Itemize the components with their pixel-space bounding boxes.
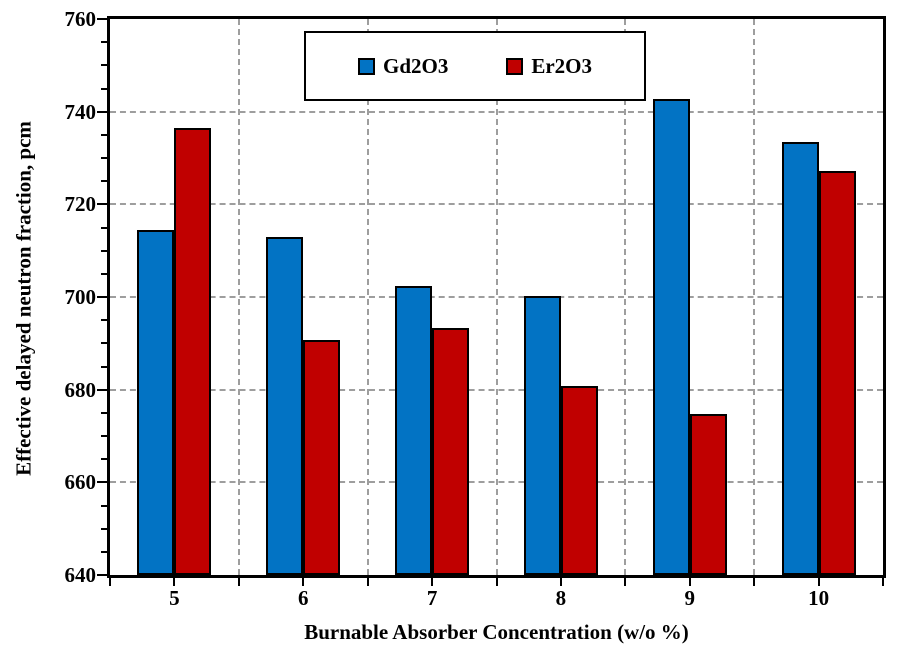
bar-gd2o3-10 bbox=[781, 142, 819, 575]
bar-gd2o3-9 bbox=[652, 99, 690, 575]
x-tick-label-6: 6 bbox=[298, 586, 309, 610]
bar-gd2o3-7 bbox=[395, 285, 433, 575]
y-minor-tick-670 bbox=[101, 435, 107, 437]
legend-label-gd2o3: Gd2O3 bbox=[382, 53, 449, 78]
bar-gd2o3-8 bbox=[523, 295, 561, 575]
x-tick-3 bbox=[302, 577, 305, 586]
x-tick-label-5: 5 bbox=[169, 586, 180, 610]
y-tick-label-760: 760 bbox=[64, 7, 97, 31]
x-tick-2 bbox=[237, 577, 240, 586]
y-major-tick-700 bbox=[97, 296, 107, 298]
bar-er2o3-8 bbox=[560, 386, 598, 575]
bar-er2o3-7 bbox=[432, 327, 470, 575]
bar-er2o3-10 bbox=[818, 170, 856, 575]
y-minor-tick-735 bbox=[101, 133, 107, 136]
gridline-x-boundary-1 bbox=[237, 19, 240, 575]
x-tick-10 bbox=[753, 577, 756, 586]
y-minor-tick-650 bbox=[101, 527, 107, 530]
x-tick-6 bbox=[495, 577, 498, 586]
x-tick-9 bbox=[688, 577, 691, 586]
bar-er2o3-9 bbox=[689, 414, 727, 575]
gd2o3-swatch-icon bbox=[357, 57, 375, 75]
y-minor-tick-730 bbox=[101, 157, 107, 159]
x-tick-11 bbox=[817, 577, 820, 586]
y-minor-tick-755 bbox=[101, 41, 107, 44]
y-tick-label-640: 640 bbox=[64, 563, 97, 587]
x-tick-label-8: 8 bbox=[555, 586, 567, 610]
y-minor-tick-745 bbox=[101, 87, 107, 90]
y-tick-label-720: 720 bbox=[64, 192, 97, 217]
y-major-tick-760 bbox=[97, 18, 107, 20]
y-minor-tick-685 bbox=[101, 365, 107, 368]
y-major-tick-740 bbox=[97, 110, 107, 113]
y-tick-label-660: 660 bbox=[64, 470, 97, 495]
bar-er2o3-6 bbox=[303, 340, 341, 575]
y-tick-label-740: 740 bbox=[64, 99, 97, 124]
x-tick-12 bbox=[882, 577, 884, 586]
bar-gd2o3-5 bbox=[137, 229, 175, 575]
gridline-x-boundary-5 bbox=[753, 19, 756, 575]
y-major-tick-660 bbox=[97, 481, 107, 484]
y-minor-tick-675 bbox=[101, 411, 107, 414]
x-tick-4 bbox=[366, 577, 369, 586]
bar-gd2o3-6 bbox=[266, 237, 304, 575]
y-minor-tick-750 bbox=[101, 64, 107, 67]
y-tick-label-680: 680 bbox=[64, 377, 97, 402]
er2o3-swatch-icon bbox=[506, 57, 524, 75]
gridline-x-boundary-2 bbox=[366, 19, 369, 575]
gridline-x-boundary-3 bbox=[495, 19, 498, 575]
y-minor-tick-710 bbox=[101, 249, 107, 252]
x-axis-title: Burnable Absorber Concentration (w/o %) bbox=[304, 620, 689, 644]
x-tick-8 bbox=[624, 577, 627, 586]
bar-er2o3-5 bbox=[174, 128, 212, 575]
y-minor-tick-715 bbox=[101, 226, 107, 229]
y-minor-tick-690 bbox=[101, 342, 107, 345]
legend-item-er2o3: Er2O3 bbox=[506, 54, 592, 79]
y-minor-tick-725 bbox=[101, 180, 107, 183]
x-tick-0 bbox=[109, 577, 111, 586]
y-tick-label-700: 700 bbox=[64, 285, 97, 309]
y-minor-tick-695 bbox=[101, 319, 107, 322]
legend-label-er2o3: Er2O3 bbox=[531, 53, 593, 78]
x-tick-1 bbox=[173, 577, 176, 586]
gridline-x-boundary-4 bbox=[624, 19, 627, 575]
plot-area: Gd2O3 Er2O3 bbox=[107, 16, 886, 578]
y-minor-tick-665 bbox=[101, 458, 107, 461]
x-tick-label-10: 10 bbox=[808, 586, 830, 610]
y-minor-tick-645 bbox=[101, 550, 107, 553]
y-minor-tick-655 bbox=[101, 504, 107, 507]
y-major-tick-640 bbox=[97, 574, 107, 576]
x-tick-5 bbox=[431, 577, 434, 586]
x-tick-label-9: 9 bbox=[684, 586, 696, 610]
x-tick-7 bbox=[559, 577, 562, 586]
y-minor-tick-705 bbox=[101, 272, 107, 275]
legend: Gd2O3 Er2O3 bbox=[304, 31, 646, 101]
legend-item-gd2o3: Gd2O3 bbox=[357, 53, 449, 79]
y-major-tick-720 bbox=[97, 203, 107, 206]
x-tick-label-7: 7 bbox=[426, 586, 438, 610]
y-major-tick-680 bbox=[97, 388, 107, 391]
y-axis-title: Effective delayed neutron fraction, pcm bbox=[11, 121, 36, 476]
